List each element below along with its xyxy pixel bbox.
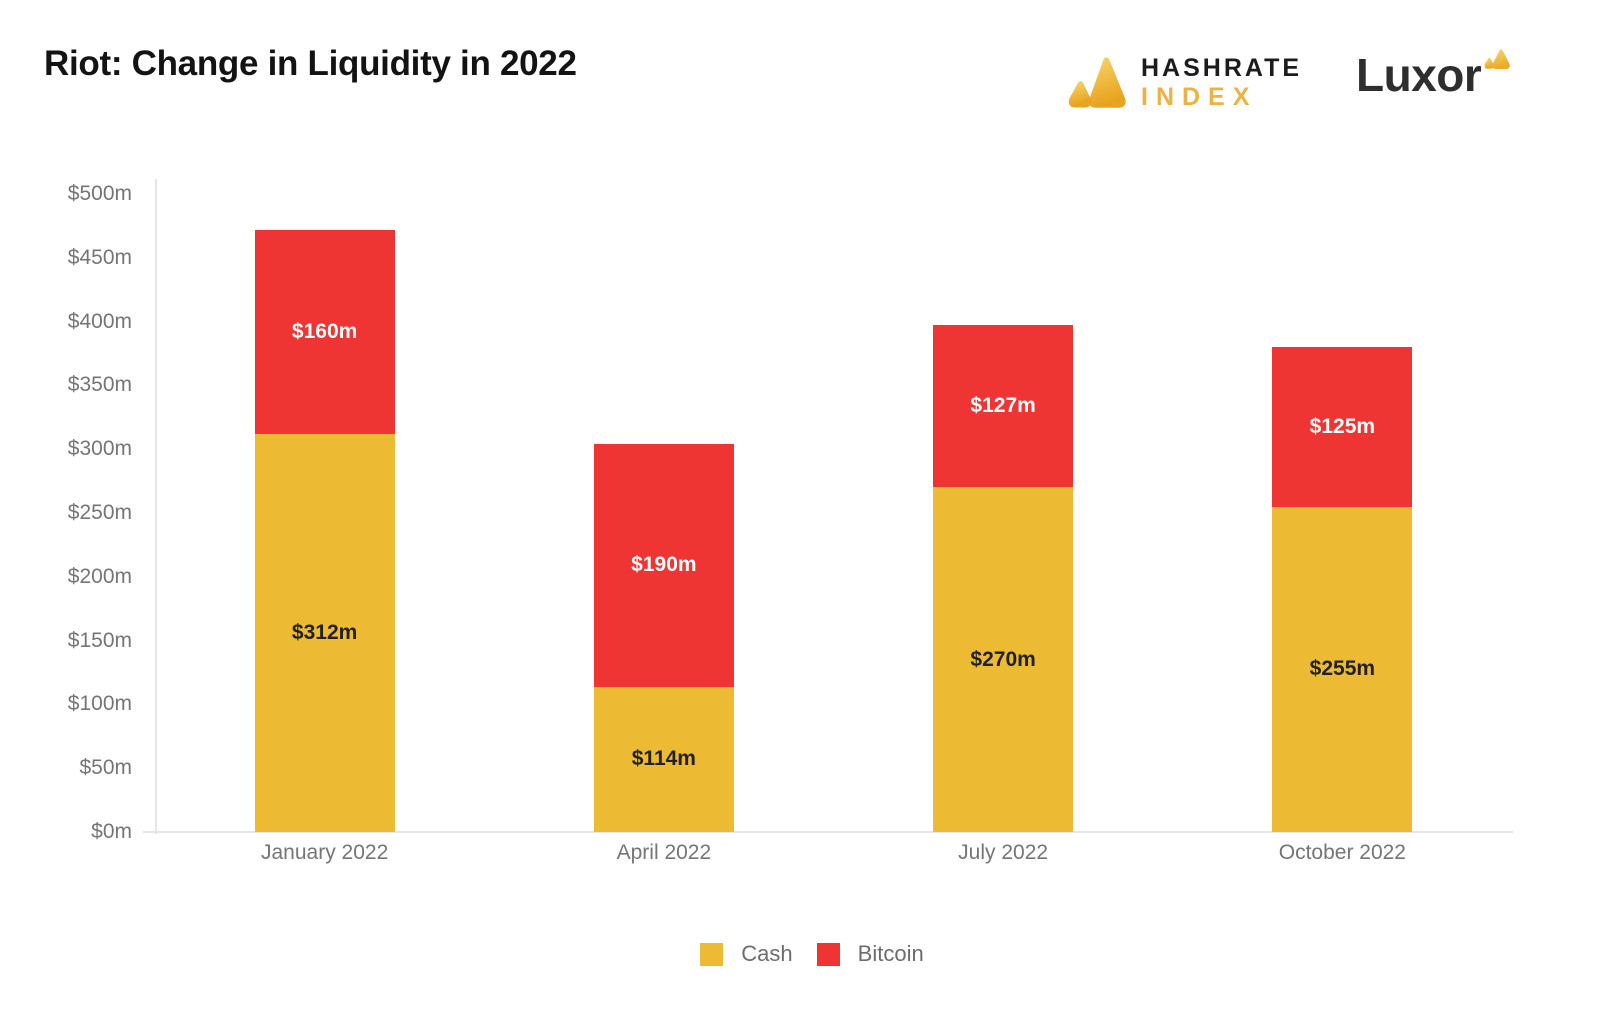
x-axis-line [143,831,1513,833]
hashrate-index-logo-text: HASHRATE INDEX [1141,54,1302,111]
luxor-wordmark: Luxor [1356,49,1482,101]
bar-segment-bitcoin-january-2022: $160m [254,229,395,434]
bar-value-label: $114m [631,747,696,771]
y-axis-tick-label: $150m [67,628,132,652]
chart-legend: Cash Bitcoin [0,941,1624,967]
y-axis-tick-label: $400m [67,309,132,333]
legend-swatch-bitcoin [816,942,840,966]
hashrate-index-logo: HASHRATE INDEX [1068,52,1302,112]
luxor-logo-icon [1484,49,1511,69]
x-axis-label: July 2022 [958,841,1049,864]
legend-item-bitcoin: Bitcoin [816,941,924,967]
bar-segment-bitcoin-october-2022: $125m [1272,347,1413,507]
bar-segment-bitcoin-april-2022: $190m [593,444,734,687]
luxor-logo: Luxor [1356,48,1511,102]
legend-label: Cash [741,941,793,966]
bar-value-label: $270m [970,647,1036,671]
bar-value-label: $125m [1309,414,1376,438]
page-title: Riot: Change in Liquidity in 2022 [44,44,577,83]
y-axis-tick-label: $100m [67,692,132,716]
y-axis-tick-label: $50m [79,756,132,780]
index-word: INDEX [1141,82,1258,111]
y-axis-tick-label: $250m [67,501,132,524]
bar-segment-bitcoin-july-2022: $127m [933,325,1074,488]
bar-value-label: $127m [970,394,1036,418]
y-axis-line [155,179,157,834]
bar-value-label: $160m [291,319,358,343]
y-axis-tick-label: $300m [67,437,132,461]
bar-segment-cash-october-2022: $255m [1272,506,1413,832]
y-axis-tick-label: $350m [67,373,132,397]
x-axis-label: April 2022 [616,841,712,864]
legend-item-cash: Cash [700,941,793,967]
bar-segment-cash-january-2022: $312m [254,433,395,832]
legend-label: Bitcoin [857,941,924,966]
x-axis-label: January 2022 [260,841,389,864]
bar-segment-cash-april-2022: $114m [593,686,734,832]
y-axis-tick-label: $450m [67,245,132,269]
hashrate-word: HASHRATE [1141,53,1303,82]
legend-swatch-cash [700,942,724,966]
y-axis-tick-label: $200m [67,564,132,588]
hashrate-index-logo-icon [1068,57,1126,108]
x-axis-label: October 2022 [1278,841,1406,864]
y-axis-tick-label: $0m [91,820,132,843]
bar-segment-cash-july-2022: $270m [933,487,1074,832]
bar-value-label: $255m [1309,657,1376,681]
y-axis-tick-label: $500m [67,182,132,205]
bar-value-label: $312m [291,620,358,644]
bar-value-label: $190m [631,553,697,577]
